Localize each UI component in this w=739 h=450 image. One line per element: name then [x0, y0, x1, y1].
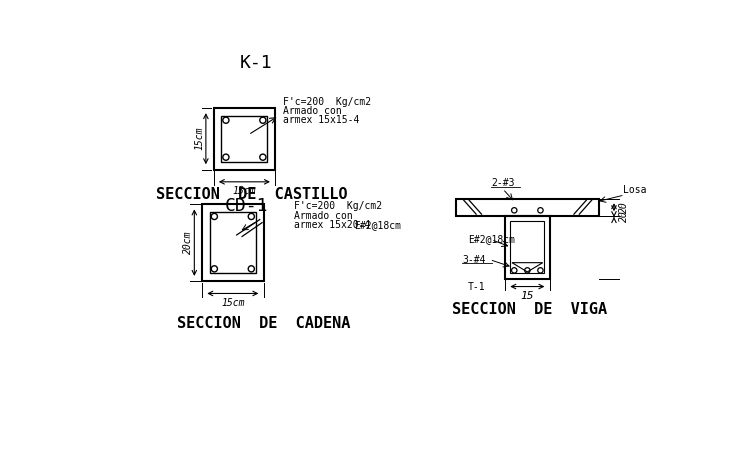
Text: CD-1: CD-1: [225, 198, 268, 216]
Text: 20: 20: [619, 201, 629, 213]
Bar: [214, 108, 275, 170]
Text: Armado con: Armado con: [294, 211, 353, 220]
Text: 15: 15: [520, 291, 534, 301]
Bar: [511, 221, 545, 274]
Text: E#2@18cm: E#2@18cm: [355, 220, 401, 230]
Text: 15cm: 15cm: [221, 298, 245, 308]
Text: SECCION  DE  CASTILLO: SECCION DE CASTILLO: [156, 187, 348, 202]
Text: 15cm: 15cm: [194, 127, 205, 150]
Text: T-1: T-1: [468, 282, 486, 292]
Text: 2-#3: 2-#3: [491, 178, 514, 189]
Text: F'c=200  Kg/cm2: F'c=200 Kg/cm2: [283, 97, 371, 107]
Text: 3-#4: 3-#4: [463, 255, 486, 265]
Text: armex 15x15-4: armex 15x15-4: [283, 115, 359, 125]
Text: F'c=200  Kg/cm2: F'c=200 Kg/cm2: [294, 202, 383, 211]
Text: 15cm: 15cm: [233, 186, 256, 196]
Text: Losa: Losa: [623, 185, 647, 195]
Text: K-1: K-1: [239, 54, 272, 72]
Text: E#2@18cm: E#2@18cm: [468, 234, 514, 244]
Text: Armado con: Armado con: [283, 106, 341, 116]
Bar: [221, 116, 268, 162]
Bar: [210, 212, 256, 274]
Text: SECCION  DE  CADENA: SECCION DE CADENA: [177, 316, 350, 331]
Text: SECCION  DE  VIGA: SECCION DE VIGA: [452, 302, 607, 317]
Bar: [505, 216, 550, 279]
Text: armex 15x20-4: armex 15x20-4: [294, 220, 371, 230]
Bar: [202, 204, 264, 281]
Text: 20: 20: [619, 210, 629, 221]
Text: 20cm: 20cm: [183, 231, 193, 254]
Bar: [456, 199, 599, 216]
